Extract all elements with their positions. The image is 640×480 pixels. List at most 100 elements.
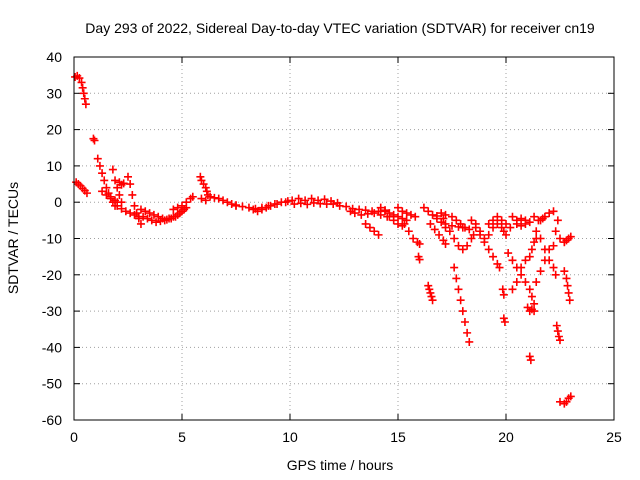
data-point <box>476 227 485 236</box>
data-point <box>540 212 549 221</box>
data-point <box>448 212 456 221</box>
data-point <box>428 296 437 305</box>
series-cross-6 <box>525 352 535 365</box>
data-point <box>493 212 502 221</box>
data-point <box>545 209 554 218</box>
data-point <box>564 288 573 297</box>
data-point <box>111 176 120 185</box>
data-point <box>502 230 510 239</box>
data-point <box>244 203 253 212</box>
data-point <box>320 195 329 204</box>
data-point <box>102 190 111 199</box>
data-point <box>498 285 507 294</box>
series-drop-3 <box>426 219 450 248</box>
data-point <box>266 201 275 210</box>
data-point <box>508 285 517 294</box>
series-arc-b <box>98 187 122 207</box>
data-point <box>117 204 126 213</box>
data-point <box>201 183 210 192</box>
data-point <box>95 161 104 170</box>
data-point <box>370 209 379 218</box>
data-point <box>169 205 178 214</box>
data-point <box>160 216 169 225</box>
data-point <box>508 256 517 265</box>
y-tick-label: 40 <box>46 49 62 65</box>
data-point <box>307 194 316 203</box>
data-point <box>294 194 303 203</box>
series-cross-5 <box>523 303 539 316</box>
data-point <box>506 223 515 232</box>
data-point <box>402 209 411 218</box>
data-point <box>517 270 526 279</box>
data-point <box>463 328 472 337</box>
data-point <box>126 209 135 218</box>
series-cross-8 <box>532 241 558 287</box>
y-tick-label: -40 <box>42 339 62 355</box>
data-point <box>100 176 109 185</box>
x-tick-label: 10 <box>282 429 298 445</box>
data-point <box>113 183 122 192</box>
x-tick-label: 20 <box>498 429 514 445</box>
data-point <box>147 216 156 225</box>
data-point <box>484 245 493 254</box>
data-point <box>350 209 359 218</box>
data-point <box>357 210 366 219</box>
data-point <box>512 219 521 228</box>
y-tick-label: -50 <box>42 376 62 392</box>
data-point <box>521 278 530 287</box>
data-point <box>273 200 282 209</box>
series-arc-f <box>113 201 143 221</box>
data-point <box>458 245 467 254</box>
data-point <box>430 225 439 234</box>
data-point <box>521 256 530 265</box>
data-point <box>500 317 509 326</box>
data-point <box>106 192 115 201</box>
data-point <box>262 203 271 212</box>
data-point <box>238 202 247 211</box>
data-point <box>77 78 86 87</box>
data-point <box>398 214 407 223</box>
data-point <box>532 227 541 236</box>
data-point <box>437 209 446 218</box>
data-point <box>415 239 424 248</box>
series-drop-5 <box>441 223 478 254</box>
data-point <box>98 169 107 178</box>
data-point <box>489 252 498 261</box>
data-point <box>530 299 539 308</box>
data-point <box>329 200 338 209</box>
data-point <box>152 218 161 227</box>
data-point <box>223 198 232 207</box>
data-point <box>411 212 420 221</box>
y-axis-label: SDTVAR / TECUs <box>5 182 21 294</box>
series-band-2 <box>139 210 182 227</box>
data-point <box>419 203 428 212</box>
data-point <box>196 172 205 181</box>
data-point <box>93 154 102 163</box>
data-point <box>409 234 418 243</box>
data-point <box>504 249 513 258</box>
series-bump <box>196 172 212 199</box>
data-point <box>398 207 407 216</box>
data-point <box>404 227 413 236</box>
series-tail-1 <box>552 321 564 345</box>
data-point <box>532 278 541 287</box>
data-point <box>108 165 117 174</box>
series-isolated-1 <box>89 134 99 145</box>
data-point <box>219 196 228 205</box>
axis-ticks: 0 5 10 15 20 25 40 30 20 10 0 -10 -20 -30 -40 -50 -60 <box>42 49 622 445</box>
data-point <box>484 230 493 239</box>
data-point <box>197 194 206 203</box>
data-point <box>480 238 489 247</box>
data-point <box>389 216 398 225</box>
series-tail-2 <box>560 267 574 305</box>
data-point <box>115 190 124 199</box>
data-point <box>415 255 424 264</box>
data-point <box>139 212 148 221</box>
data-point <box>489 223 498 232</box>
data-point <box>556 336 564 345</box>
data-point <box>484 219 493 228</box>
data-point <box>525 285 534 294</box>
series-cross-1 <box>504 249 539 308</box>
data-point <box>553 327 562 336</box>
data-point <box>424 207 433 216</box>
